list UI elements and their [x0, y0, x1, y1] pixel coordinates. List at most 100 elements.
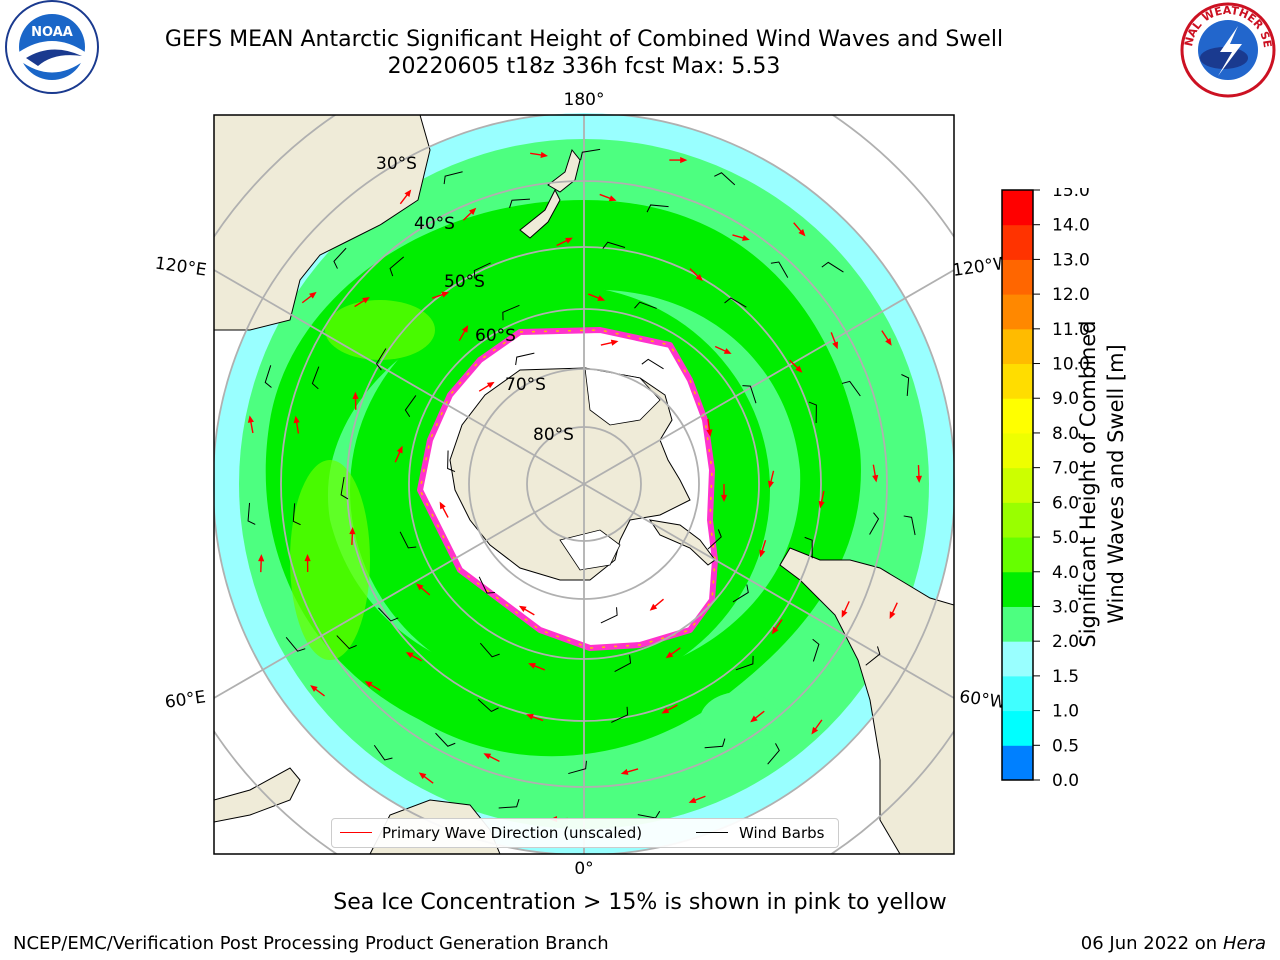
wave-arrow-head	[565, 237, 573, 244]
wave-arrow-head	[750, 715, 758, 723]
colorbar-tick-label: 11.0	[1052, 320, 1090, 340]
ross-ice-shelf	[584, 367, 661, 426]
wind-barb	[443, 171, 463, 185]
wind-barb	[742, 385, 757, 404]
colorbar-tick-label: 12.0	[1052, 285, 1090, 305]
wave-arrow-head	[597, 295, 606, 301]
wave-arrow-head	[526, 713, 534, 720]
wave-arrow-head	[889, 611, 896, 620]
colorbar-block	[1002, 675, 1033, 712]
wind-legend-swatch	[696, 832, 728, 833]
wind-barb	[479, 642, 500, 658]
wind-barb	[373, 744, 393, 761]
wave-arrow-head	[798, 228, 806, 237]
colorbar: 15.0 14.0 13.0 12.0 11.0 10.0 9.0 8.0 7.0 6.0 5.0 4…	[1001, 188, 1090, 788]
map-legend: Primary Wave Direction (unscaled) Wind B…	[331, 818, 839, 848]
wind-barb	[865, 646, 881, 666]
wind-barb	[808, 401, 817, 424]
date-stamp: 06 Jun 2022 on Hera	[1081, 933, 1266, 954]
colorbar-tick-label: 14.0	[1052, 216, 1090, 236]
wave-arrow-head	[620, 768, 629, 775]
wave-arrow-head	[649, 603, 658, 611]
lat-label-60s: 60°S	[475, 326, 516, 346]
wave-arrow-head	[468, 207, 477, 215]
colorbar-block	[1002, 745, 1033, 781]
wave-arrow-head	[518, 605, 527, 613]
colorbar-tick-label: 6.0	[1052, 493, 1079, 513]
wave-arrow-head	[720, 494, 728, 502]
wave-arrow-head	[461, 325, 469, 333]
colorbar-tick-label: 5.0	[1052, 528, 1079, 548]
wind-barb	[821, 261, 844, 273]
colorbar-tick-label: 9.0	[1052, 389, 1079, 409]
colorbar-tick-label: 0.5	[1052, 736, 1079, 756]
sea-ice-note: Sea Ice Concentration > 15% is shown in …	[333, 890, 947, 915]
wave-arrow-head	[767, 480, 774, 489]
wave-arrow-head	[771, 626, 779, 635]
wave-arrow-head	[309, 291, 317, 299]
lat-label-50s: 50°S	[444, 272, 485, 292]
colorbar-block	[1002, 398, 1033, 434]
wave-arrow-head	[695, 273, 703, 282]
wave-arrow-head	[540, 151, 548, 158]
colorbar-block	[1002, 467, 1033, 503]
wind-barb	[767, 743, 780, 765]
graticule	[214, 115, 954, 854]
wave-arrow-head	[247, 415, 254, 423]
wind-barb	[580, 148, 601, 161]
colorbar-tick-label: 8.0	[1052, 424, 1079, 444]
wave-arrow-head	[483, 753, 492, 760]
wave-arrow-head	[608, 195, 617, 202]
wave-arrow-head	[688, 797, 697, 804]
colorbar-block	[1002, 363, 1033, 399]
wind-barb	[515, 352, 535, 366]
wave-arrow-head	[832, 341, 839, 350]
wind-barb	[841, 380, 861, 397]
colorbar-label-line1: Significant Height of Combined	[1076, 320, 1100, 648]
wind-barb	[311, 366, 320, 390]
lon-label-60e: 60°E	[164, 687, 207, 712]
colorbar-label-line2: Wind Waves and Swell [m]	[1104, 344, 1128, 624]
wave-arrow-head	[872, 474, 879, 483]
wave-arrow-head	[304, 553, 311, 562]
wave-arrow-head	[418, 772, 427, 780]
wind-barb	[770, 261, 789, 278]
wave-arrow-head	[404, 189, 412, 198]
wind-barb	[285, 637, 306, 652]
wind-barb	[901, 374, 910, 396]
nws-logo: NATIONAL WEATHER SERVICE	[1178, 0, 1276, 98]
wind-barb	[447, 450, 456, 473]
colorbar-block	[1002, 537, 1033, 573]
credit-line: NCEP/EMC/Verification Post Processing Pr…	[13, 933, 609, 954]
lat-label-30s: 30°S	[376, 154, 417, 174]
wind-barb	[333, 247, 347, 269]
colorbar-block	[1002, 328, 1033, 365]
wind-legend-label: Wind Barbs	[739, 824, 825, 842]
colorbar-block	[1002, 710, 1033, 746]
wave-legend-label: Primary Wave Direction (unscaled)	[382, 824, 643, 842]
wind-barb	[378, 607, 399, 622]
wind-barb	[264, 365, 272, 388]
wind-barb	[375, 348, 387, 371]
wind-barb	[735, 655, 754, 671]
wind-barb	[389, 256, 405, 277]
colorbar-tick-label: 15.0	[1052, 188, 1090, 201]
wind-barb	[435, 732, 456, 747]
colorbar-tick-label: 1.0	[1052, 702, 1079, 722]
wave-arrow-head	[742, 234, 750, 241]
map-title: GEFS MEAN Antarctic Significant Height o…	[164, 27, 1004, 52]
lon-label-180: 180°	[564, 90, 605, 110]
wind-barb	[724, 297, 747, 308]
wind-barb	[614, 655, 632, 672]
wind-barb	[611, 706, 629, 723]
colorbar-block	[1002, 606, 1033, 642]
map-subtitle: 20220605 t18z 336h fcst Max: 5.53	[387, 54, 781, 79]
wind-barb	[478, 576, 495, 594]
wave-arrow-head	[885, 338, 892, 346]
wave-arrow-head	[405, 652, 414, 659]
wind-barb	[714, 172, 736, 186]
colorbar-label: Significant Height of Combined Wind Wave…	[1074, 274, 1130, 694]
wind-barb	[637, 810, 661, 819]
map-frame	[213, 114, 955, 855]
